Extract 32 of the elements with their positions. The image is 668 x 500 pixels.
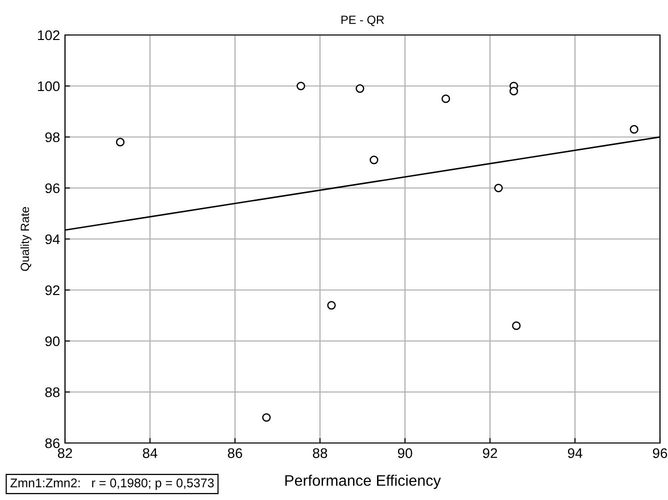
y-tick-label: 100 (38, 81, 60, 92)
x-tick-label: 94 (568, 448, 582, 458)
point (494, 184, 503, 192)
y-tick-label: 86 (45, 438, 60, 448)
x-tick-label: 92 (482, 448, 498, 458)
x-tick-label: 84 (142, 448, 158, 458)
point (512, 321, 521, 330)
y-tick-label: 88 (45, 387, 60, 398)
point (262, 413, 271, 422)
point (296, 82, 306, 90)
y-tick-label: 102 (38, 30, 60, 40)
point (510, 86, 518, 96)
x-tick-label: 88 (312, 448, 328, 458)
y-tick-label: 94 (45, 234, 60, 244)
point (356, 84, 364, 93)
point (327, 301, 336, 310)
point (370, 156, 378, 164)
x-tick-label: 96 (652, 448, 668, 458)
point (630, 125, 638, 134)
text: Zmn1:Zmn2: r = 0,1980; p = 0,5373 (10, 478, 214, 490)
x-axis-title: Performance Efficiency (285, 474, 441, 489)
point (442, 94, 450, 104)
x-tick-label: 86 (228, 448, 242, 458)
x-tick-label: 90 (398, 448, 412, 458)
y-axis-title: Quality Rate (20, 207, 32, 271)
y-tick-label: 96 (45, 183, 60, 194)
y-tick-label: 90 (45, 336, 60, 346)
y-tick-label: 92 (45, 285, 60, 296)
x-tick-label: 82 (58, 448, 72, 458)
y-tick-label: 98 (45, 132, 60, 142)
chart-title: PE - QR (341, 16, 384, 26)
point (116, 138, 125, 146)
